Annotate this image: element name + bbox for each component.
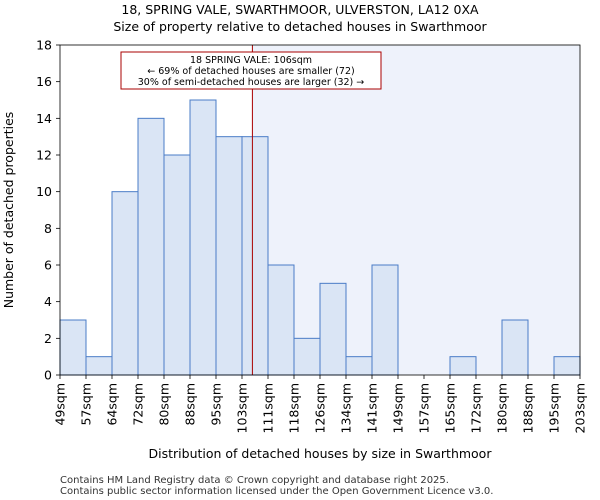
x-tick-label: 126sqm	[313, 383, 328, 433]
y-tick-label: 16	[36, 74, 52, 89]
bar-126sqm	[319, 282, 347, 376]
bar-88sqm	[189, 99, 217, 376]
bar-111sqm	[267, 264, 295, 376]
bar-165sqm	[449, 356, 477, 376]
chart-subtitle: Size of property relative to detached ho…	[113, 19, 487, 34]
bar-103sqm	[241, 136, 269, 376]
x-tick-label: 88sqm	[183, 383, 198, 426]
x-tick-label: 80sqm	[157, 383, 172, 426]
y-axis-label: Number of detached properties	[1, 112, 16, 309]
y-tick-label: 6	[44, 258, 52, 273]
x-tick-label: 95sqm	[209, 383, 224, 426]
x-tick-label: 157sqm	[417, 383, 432, 433]
y-tick-label: 4	[44, 294, 52, 309]
bar-57sqm	[85, 356, 113, 376]
x-tick-label: 203sqm	[573, 383, 588, 433]
footer-line-2: Contains public sector information licen…	[60, 486, 493, 497]
bar-72sqm	[137, 117, 165, 376]
x-tick-label: 118sqm	[287, 383, 302, 433]
x-tick-label: 134sqm	[339, 383, 354, 433]
y-tick-label: 18	[36, 38, 52, 53]
x-tick-label: 149sqm	[391, 383, 406, 433]
x-tick-label: 64sqm	[105, 383, 120, 426]
x-axis-label: Distribution of detached houses by size …	[149, 446, 493, 461]
annotation-smaller: ← 69% of detached houses are smaller (72…	[147, 66, 354, 77]
annotation-larger: 30% of semi-detached houses are larger (…	[138, 77, 365, 88]
x-tick-label: 103sqm	[235, 383, 250, 433]
plot-area: 0 2 4 6 8 10 12 14 16 18 49sqm 57sqm 64sqm 72sqm 80sqm…	[36, 38, 587, 434]
bar-134sqm	[345, 356, 373, 376]
x-tick-label: 180sqm	[495, 383, 510, 433]
bar-95sqm	[215, 136, 243, 376]
x-tick-label: 141sqm	[365, 383, 380, 433]
annotation-title: 18 SPRING VALE: 106sqm	[190, 55, 312, 66]
bar-180sqm	[501, 319, 529, 376]
larger-region-shade	[252, 45, 580, 375]
x-tick-label: 111sqm	[261, 383, 276, 433]
bar-118sqm	[293, 337, 321, 376]
bar-49sqm	[59, 319, 87, 376]
chart-title: 18, SPRING VALE, SWARTHMOOR, ULVERSTON, …	[121, 2, 479, 17]
bar-195sqm	[553, 356, 581, 376]
bar-141sqm	[371, 264, 399, 376]
x-tick-label: 49sqm	[53, 383, 68, 426]
annotation-box	[120, 51, 382, 90]
bar-64sqm	[111, 191, 139, 376]
x-tick-label: 172sqm	[469, 383, 484, 433]
footer-line-1: Contains HM Land Registry data © Crown c…	[60, 475, 449, 486]
y-tick-label: 0	[44, 368, 52, 383]
y-tick-label: 2	[44, 331, 52, 346]
x-tick-label: 188sqm	[521, 383, 536, 433]
y-tick-label: 14	[36, 111, 52, 126]
x-tick-label: 72sqm	[131, 383, 146, 426]
x-tick-label: 195sqm	[547, 383, 562, 433]
x-tick-label: 57sqm	[79, 383, 94, 426]
y-tick-label: 8	[44, 221, 52, 236]
bar-80sqm	[163, 154, 191, 376]
y-tick-label: 12	[36, 148, 52, 163]
x-tick-label: 165sqm	[443, 383, 458, 433]
y-tick-label: 10	[36, 184, 52, 199]
